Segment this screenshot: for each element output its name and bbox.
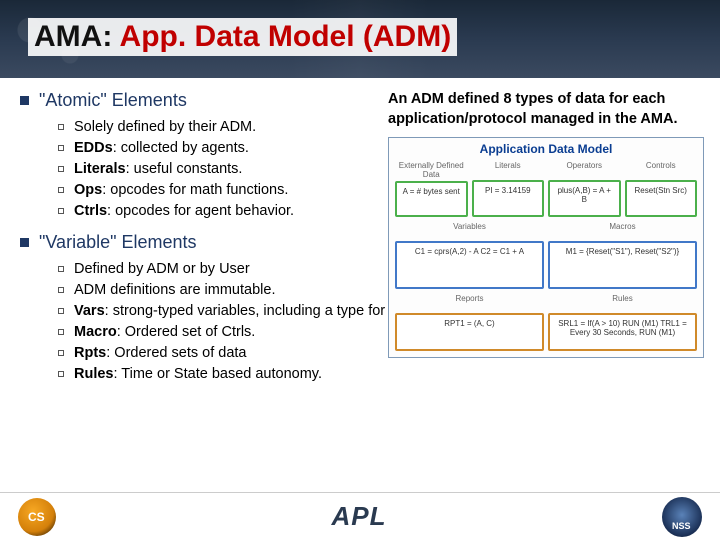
diagram-box: C1 = cprs(A,2) - A C2 = C1 + A — [395, 241, 544, 289]
diagram-box-wrap: Operators plus(A,B) = A + B — [548, 162, 621, 217]
square-bullet-icon — [58, 308, 64, 314]
bullet-icon — [20, 238, 29, 247]
diagram-box-label: Variables — [395, 223, 544, 239]
square-bullet-icon — [58, 371, 64, 377]
diagram-box-body: M1 = {Reset("S1"), Reset("S2")} — [552, 245, 693, 258]
diagram-box-body: PI = 3.14159 — [476, 184, 541, 197]
square-bullet-icon — [58, 266, 64, 272]
title-part1: AMA: — [34, 20, 120, 53]
diagram-box-body: RPT1 = (A, C) — [399, 317, 540, 330]
diagram-box-body: C1 = cprs(A,2) - A C2 = C1 + A — [399, 245, 540, 258]
list-item-text: Solely defined by their ADM. — [74, 117, 256, 138]
diagram-title: Application Data Model — [389, 138, 703, 162]
section-heading-text: "Variable" Elements — [39, 232, 197, 253]
adm-diagram: Application Data Model Externally Define… — [388, 137, 704, 358]
square-bullet-icon — [58, 124, 64, 130]
diagram-box: SRL1 = If(A > 10) RUN (M1) TRL1 = Every … — [548, 313, 697, 351]
diagram-box-body: plus(A,B) = A + B — [552, 184, 617, 206]
list-item-text: Macro: Ordered set of Ctrls. — [74, 322, 255, 343]
diagram-row: Externally Defined Data A = # bytes sent L… — [389, 162, 703, 223]
diagram-box-label: Reports — [395, 295, 544, 311]
square-bullet-icon — [58, 287, 64, 293]
diagram-box-label: Externally Defined Data — [395, 162, 468, 179]
list-item: Rules: Time or State based autonomy. — [58, 364, 700, 385]
diagram-box-body: Reset(Stn Src) — [629, 184, 694, 197]
footer: APL — [0, 492, 720, 540]
diagram-box-body: SRL1 = If(A > 10) RUN (M1) TRL1 = Every … — [552, 317, 693, 339]
diagram-row: Variables C1 = cprs(A,2) - A C2 = C1 + A M… — [389, 223, 703, 295]
diagram-box: M1 = {Reset("S1"), Reset("S2")} — [548, 241, 697, 289]
diagram-box-wrap: Controls Reset(Stn Src) — [625, 162, 698, 217]
title-part2: App. Data Model (ADM) — [120, 20, 452, 53]
list-item-text: ADM definitions are immutable. — [74, 280, 275, 301]
logo-nss-icon — [662, 497, 702, 537]
square-bullet-icon — [58, 166, 64, 172]
section-heading-text: "Atomic" Elements — [39, 90, 187, 111]
slide-title: AMA: App. Data Model (ADM) — [28, 18, 457, 56]
diagram-box-label: Operators — [548, 162, 621, 178]
list-item-text: Literals: useful constants. — [74, 159, 242, 180]
logo-cs-icon — [18, 498, 56, 536]
square-bullet-icon — [58, 187, 64, 193]
diagram-box-wrap: Macros M1 = {Reset("S1"), Reset("S2")} — [548, 223, 697, 289]
logo-apl: APL — [332, 501, 387, 532]
diagram-box-label: Macros — [548, 223, 697, 239]
list-item-text: Rpts: Ordered sets of data — [74, 343, 246, 364]
diagram-box-label: Rules — [548, 295, 697, 311]
diagram-box: A = # bytes sent — [395, 181, 468, 217]
diagram-caption: An ADM defined 8 types of data for each … — [388, 90, 706, 129]
diagram-box-label: Literals — [472, 162, 545, 178]
diagram-box-wrap: Variables C1 = cprs(A,2) - A C2 = C1 + A — [395, 223, 544, 289]
square-bullet-icon — [58, 329, 64, 335]
diagram-box-body: A = # bytes sent — [399, 185, 464, 198]
list-item-text: Ops: opcodes for math functions. — [74, 180, 288, 201]
right-panel: An ADM defined 8 types of data for each … — [388, 90, 706, 358]
list-item-text: Defined by ADM or by User — [74, 259, 250, 280]
diagram-box-wrap: Literals PI = 3.14159 — [472, 162, 545, 217]
list-item-text: Ctrls: opcodes for agent behavior. — [74, 201, 294, 222]
square-bullet-icon — [58, 208, 64, 214]
diagram-row: Reports RPT1 = (A, C) Rules SRL1 = If(A > 1… — [389, 295, 703, 357]
diagram-box: plus(A,B) = A + B — [548, 180, 621, 217]
diagram-box-wrap: Rules SRL1 = If(A > 10) RUN (M1) TRL1 = E… — [548, 295, 697, 351]
diagram-box-wrap: Reports RPT1 = (A, C) — [395, 295, 544, 351]
square-bullet-icon — [58, 350, 64, 356]
diagram-box-label: Controls — [625, 162, 698, 178]
diagram-box: Reset(Stn Src) — [625, 180, 698, 217]
list-item-text: Rules: Time or State based autonomy. — [74, 364, 322, 385]
diagram-box-wrap: Externally Defined Data A = # bytes sent — [395, 162, 468, 217]
list-item-text: EDDs: collected by agents. — [74, 138, 249, 159]
square-bullet-icon — [58, 145, 64, 151]
diagram-box: RPT1 = (A, C) — [395, 313, 544, 351]
bullet-icon — [20, 96, 29, 105]
diagram-box: PI = 3.14159 — [472, 180, 545, 217]
